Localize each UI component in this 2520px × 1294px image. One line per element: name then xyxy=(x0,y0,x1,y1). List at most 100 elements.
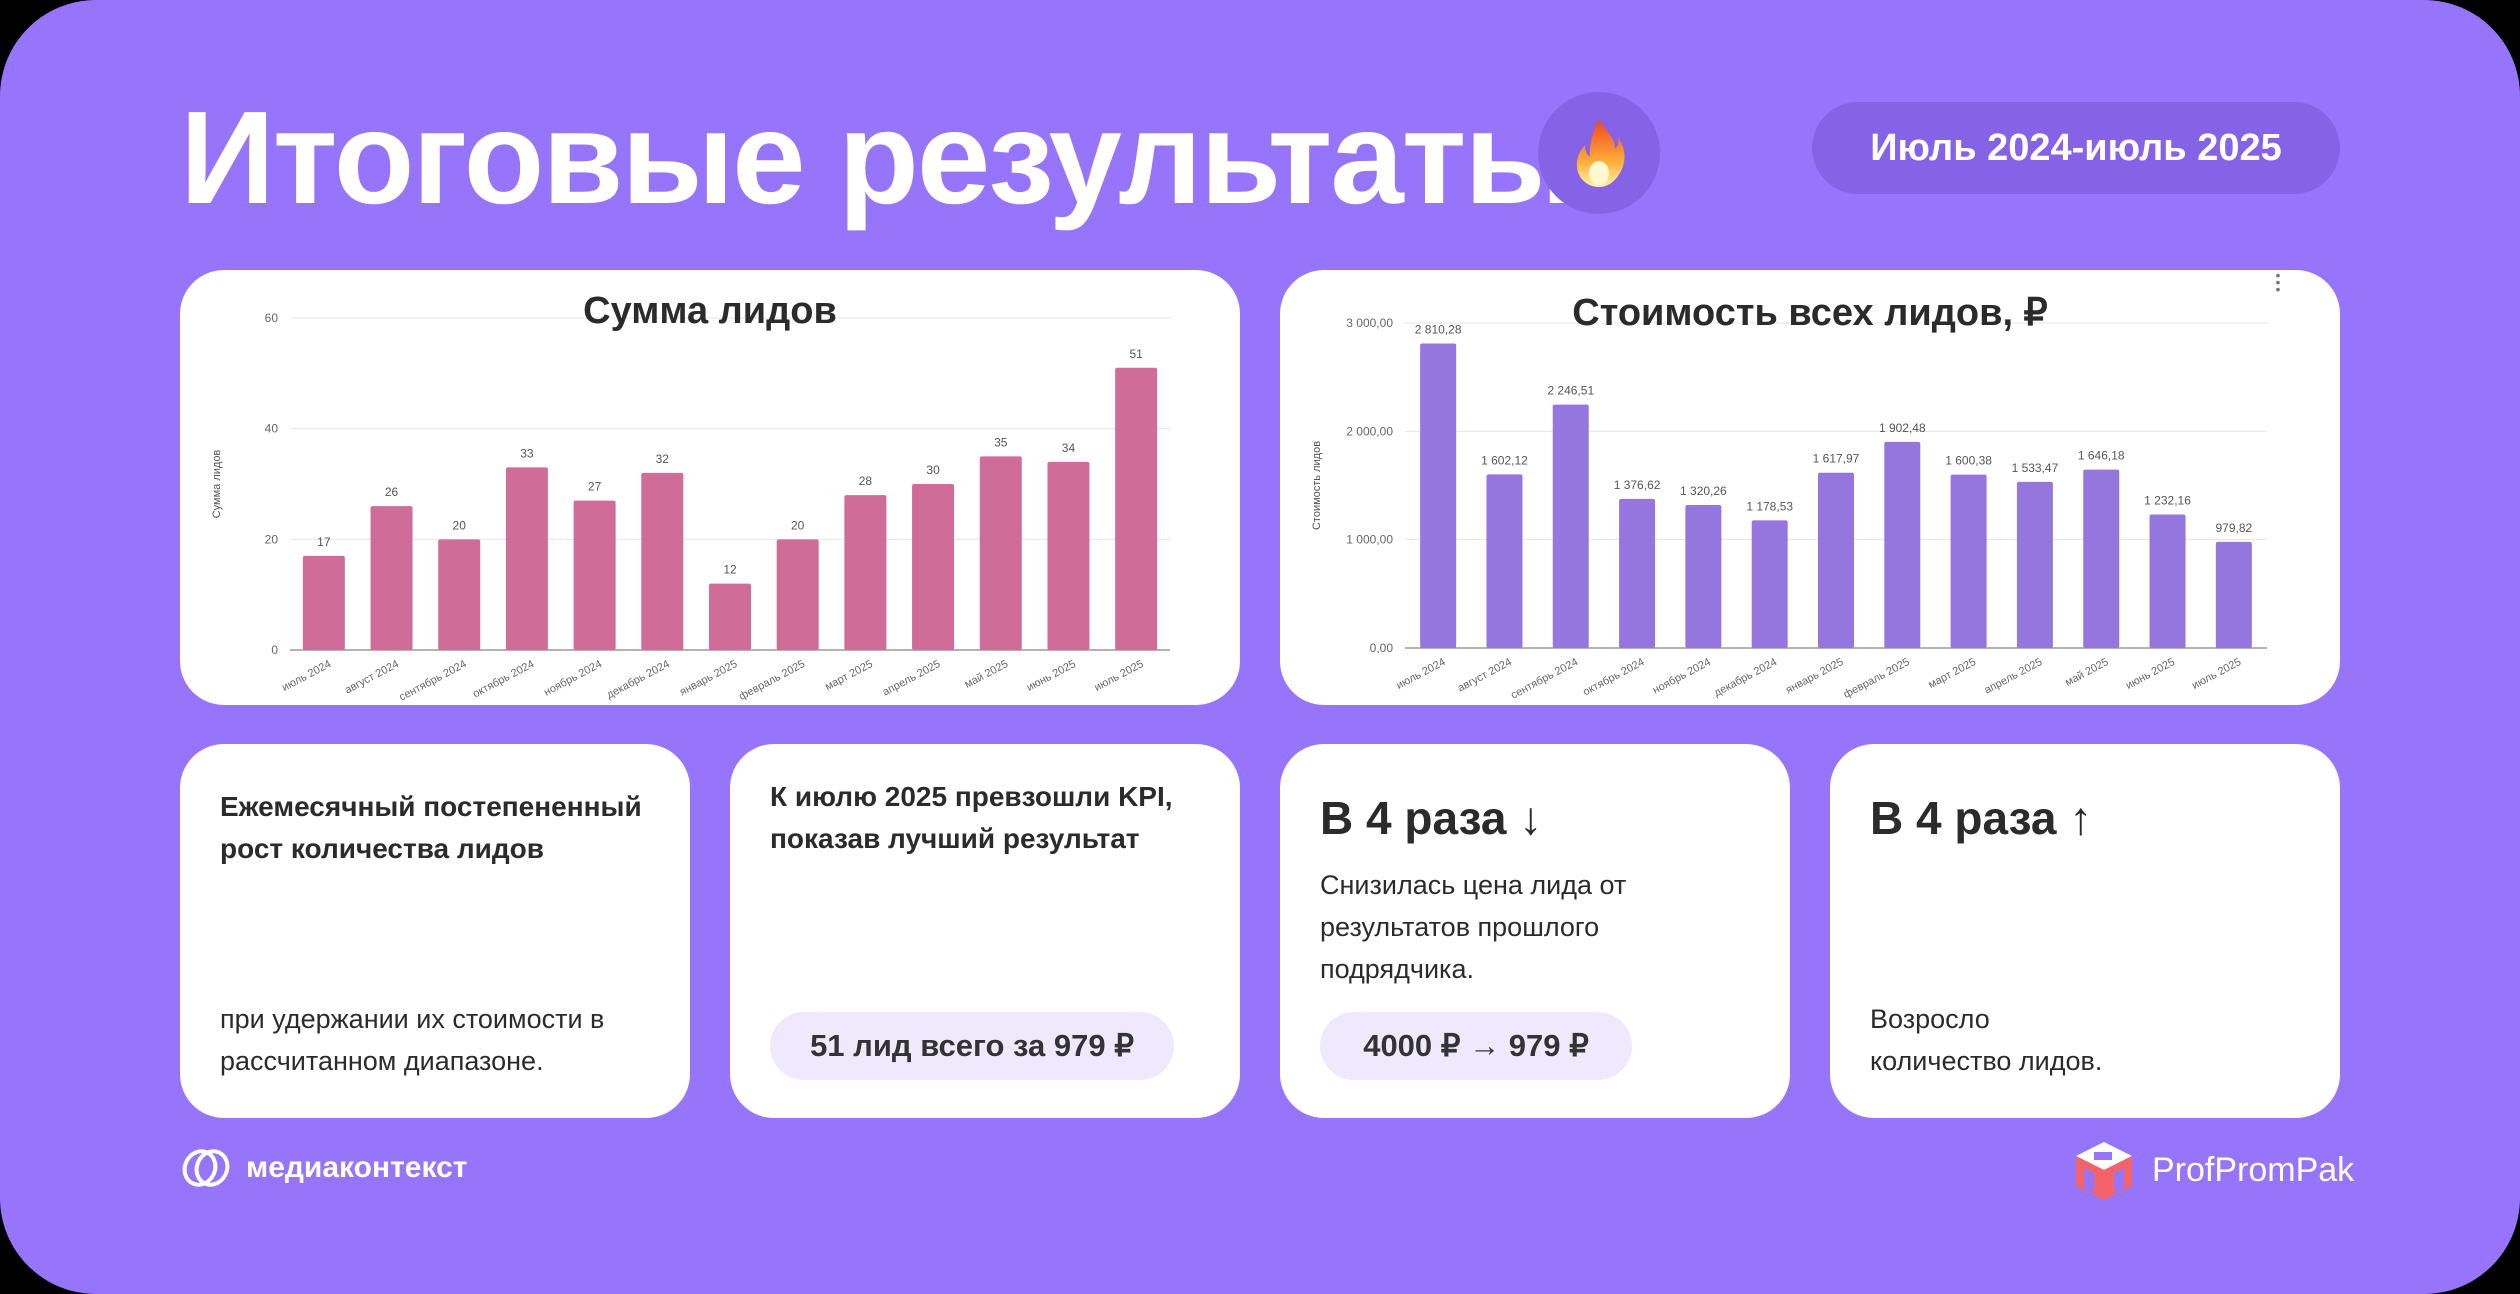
x-tick-label: сентябрь 2024 xyxy=(1509,656,1580,702)
bar[interactable] xyxy=(2215,541,2252,648)
fire-badge xyxy=(1538,92,1660,214)
x-tick-label: май 2025 xyxy=(2063,656,2110,689)
y-tick-label: 1 000,00 xyxy=(1346,533,1393,547)
bar[interactable] xyxy=(844,495,887,650)
bar-value-label: 1 902,48 xyxy=(1879,421,1926,435)
bar[interactable] xyxy=(2016,481,2053,648)
x-tick-label: октябрь 2024 xyxy=(1581,656,1646,698)
bar[interactable] xyxy=(1619,498,1656,648)
bar[interactable] xyxy=(1751,520,1788,648)
chart-title: Сумма лидов xyxy=(583,290,837,332)
chart-title: Стоимость всех лидов, ₽ xyxy=(1572,292,2048,334)
bar[interactable] xyxy=(1818,472,1854,648)
brand-name: медиаконтекст xyxy=(246,1151,468,1184)
x-tick-label: август 2024 xyxy=(343,658,401,696)
x-tick-label: апрель 2025 xyxy=(881,658,943,698)
card-heading-text: В 4 раза xyxy=(1870,792,2057,844)
x-tick-label: май 2025 xyxy=(963,658,1010,691)
bar[interactable] xyxy=(776,539,819,650)
x-tick-label: февраль 2025 xyxy=(737,658,807,703)
profprompak-logo: ProfPromPak xyxy=(2072,1138,2354,1202)
info-card-cost-decrease: В 4 раза ↓ Снизилась цена лида от резуль… xyxy=(1280,744,1790,1118)
y-tick-label: 0,00 xyxy=(1370,641,1394,655)
period-badge: Июль 2024-июль 2025 xyxy=(1812,102,2340,194)
bar[interactable] xyxy=(1486,474,1523,648)
x-tick-label: декабрь 2024 xyxy=(605,658,672,701)
price-change-pill: 4000 ₽ → 979 ₽ xyxy=(1320,1012,1632,1080)
y-tick-label: 20 xyxy=(265,532,279,546)
bar-value-label: 12 xyxy=(723,563,737,577)
bar[interactable] xyxy=(370,506,413,650)
bar[interactable] xyxy=(1685,504,1722,648)
info-card-growth: Ежемесячный постепененный рост количеств… xyxy=(180,744,690,1118)
x-tick-label: ноябрь 2024 xyxy=(1651,656,1713,697)
bar[interactable] xyxy=(1552,404,1589,648)
y-tick-label: 3 000,00 xyxy=(1346,316,1393,330)
x-tick-label: февраль 2025 xyxy=(1842,656,1912,701)
bar[interactable] xyxy=(302,555,345,650)
bar-value-label: 1 617,97 xyxy=(1813,452,1860,466)
x-tick-label: март 2025 xyxy=(823,658,875,693)
info-card-leads-increase: В 4 раза ↑ Возросло количество лидов. xyxy=(1830,744,2340,1118)
info-card-kpi: К июлю 2025 превзошли KPI, показав лучши… xyxy=(730,744,1240,1118)
bar-value-label: 27 xyxy=(588,480,602,494)
result-pill: 51 лид всего за 979 ₽ xyxy=(770,1012,1174,1080)
bar[interactable] xyxy=(505,467,548,650)
x-tick-label: апрель 2025 xyxy=(1983,656,2045,696)
y-axis-label: Стоимость лидов xyxy=(1311,441,1323,530)
card-body: Снизилась цена лида от результатов прошл… xyxy=(1320,870,1627,984)
bar-value-label: 34 xyxy=(1062,441,1076,455)
card-heading: В 4 раза ↓ xyxy=(1320,788,1760,848)
card-body: Возросло количество лидов. xyxy=(1870,1004,2103,1076)
bar-value-label: 1 178,53 xyxy=(1746,499,1793,513)
card-heading: Ежемесячный постепененный рост количеств… xyxy=(220,791,642,864)
bar[interactable] xyxy=(912,484,955,650)
card-heading: К июлю 2025 превзошли KPI, показав лучши… xyxy=(770,781,1173,854)
bar[interactable] xyxy=(2083,469,2120,648)
rings-logo-icon xyxy=(182,1149,230,1187)
page-title: Итоговые результаты xyxy=(180,84,1577,231)
bar[interactable] xyxy=(979,456,1022,650)
bar-value-label: 20 xyxy=(791,518,805,532)
bar-value-label: 35 xyxy=(994,435,1008,449)
bar-value-label: 1 602,12 xyxy=(1481,453,1528,467)
bar[interactable] xyxy=(1420,343,1457,648)
y-axis-label: Сумма лидов xyxy=(211,450,223,519)
bar[interactable] xyxy=(1950,474,1987,648)
x-tick-label: декабрь 2024 xyxy=(1712,656,1779,699)
bar-value-label: 979,82 xyxy=(2215,521,2252,535)
more-options-icon[interactable]: • • • xyxy=(2275,270,2281,297)
y-tick-label: 0 xyxy=(271,643,278,657)
card-heading: В 4 раза ↑ xyxy=(1870,788,2310,848)
x-tick-label: июль 2024 xyxy=(280,658,333,694)
cube-logo-icon xyxy=(2076,1142,2132,1200)
x-tick-label: ноябрь 2024 xyxy=(542,658,604,699)
mediakontekst-logo: медиаконтекст xyxy=(180,1148,467,1188)
x-tick-label: март 2025 xyxy=(1926,656,1978,691)
bar[interactable] xyxy=(438,539,481,650)
bar-value-label: 1 232,16 xyxy=(2144,494,2191,508)
leads-bar-chart: 0 20 40 60 Сумма лидов 17 июль 2024 26 август 20… xyxy=(211,311,1170,704)
arrow-down-icon: ↓ xyxy=(1519,792,1543,844)
bar[interactable] xyxy=(1047,461,1090,650)
bar[interactable] xyxy=(2149,514,2186,648)
bar[interactable] xyxy=(641,472,684,650)
leads-chart-card: Сумма лидов 0 20 40 60 Сумма лидов 17 июль 202… xyxy=(180,270,1240,705)
arrow-up-icon: ↑ xyxy=(2069,792,2093,844)
bar-value-label: 1 600,38 xyxy=(1945,454,1992,468)
bar-value-label: 17 xyxy=(317,535,331,549)
bar-value-label: 2 246,51 xyxy=(1547,384,1594,398)
bar[interactable] xyxy=(573,500,616,650)
bar[interactable] xyxy=(1115,367,1158,650)
x-tick-label: август 2024 xyxy=(1456,656,1514,694)
bar-value-label: 1 376,62 xyxy=(1614,478,1661,492)
bar[interactable] xyxy=(1884,441,1921,648)
x-tick-label: октябрь 2024 xyxy=(471,658,536,700)
y-tick-label: 2 000,00 xyxy=(1346,424,1393,438)
cost-chart-card: Стоимость всех лидов, ₽ • • • 0,00 1 000,00… xyxy=(1280,270,2340,705)
x-tick-label: июль 2025 xyxy=(2190,656,2243,692)
bar-value-label: 1 646,18 xyxy=(2078,449,2125,463)
bar[interactable] xyxy=(709,583,751,650)
x-tick-label: январь 2025 xyxy=(1784,656,1845,696)
x-tick-label: январь 2025 xyxy=(678,658,739,698)
